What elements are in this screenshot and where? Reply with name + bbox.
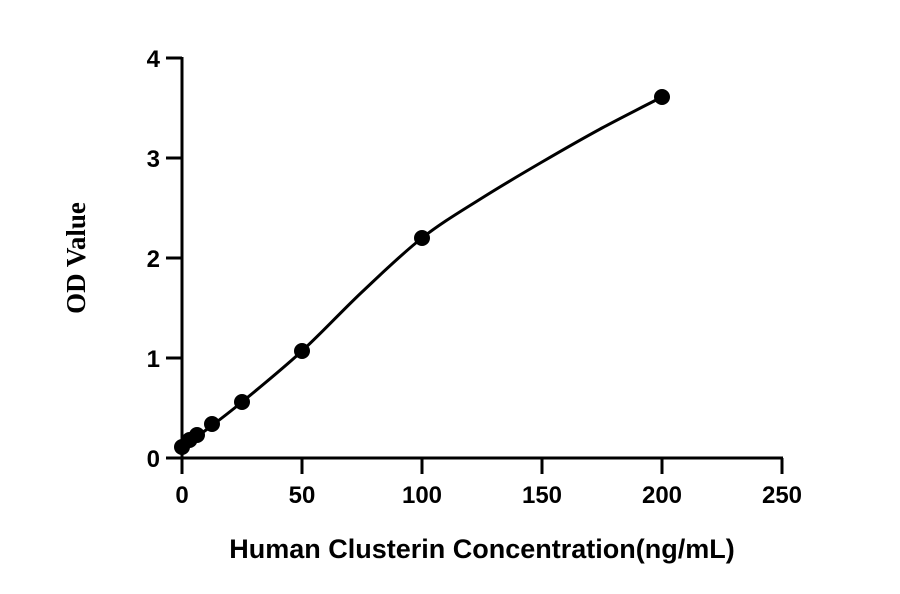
data-point <box>654 89 670 105</box>
y-tick-label: 1 <box>147 346 160 373</box>
y-axis-label: OD Value <box>61 202 91 314</box>
x-axis-label: Human Clusterin Concentration(ng/mL) <box>229 534 735 564</box>
x-axis-ticks: 0 50 100 150 200 250 <box>175 458 802 509</box>
data-point <box>189 427 205 443</box>
x-tick-label: 0 <box>175 482 188 509</box>
data-point <box>204 416 220 432</box>
x-tick-label: 100 <box>402 482 442 509</box>
x-tick-label: 150 <box>522 482 562 509</box>
data-points <box>174 89 670 455</box>
x-tick-label: 200 <box>642 482 682 509</box>
fit-curve <box>181 95 663 449</box>
y-tick-label: 4 <box>147 46 161 73</box>
y-tick-label: 3 <box>147 146 160 173</box>
y-tick-label: 0 <box>147 446 160 473</box>
data-point <box>234 394 250 410</box>
data-point <box>294 343 310 359</box>
x-tick-label: 50 <box>289 482 316 509</box>
x-tick-label: 250 <box>762 482 802 509</box>
y-tick-label: 2 <box>147 246 160 273</box>
fit-curve-line <box>181 95 663 449</box>
axes <box>170 57 783 468</box>
data-point <box>414 230 430 246</box>
y-axis-ticks: 0 1 2 3 4 <box>147 46 182 473</box>
